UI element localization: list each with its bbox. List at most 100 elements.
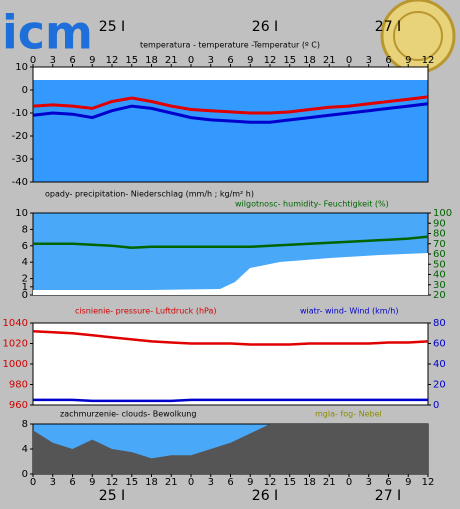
logo: icm bbox=[2, 6, 93, 60]
y2-tick-label: 90 bbox=[433, 218, 446, 229]
y-tick-label: -30 bbox=[12, 154, 28, 165]
x-tick-label: 15 bbox=[125, 55, 138, 66]
day-label: 26 I bbox=[252, 488, 278, 504]
x-tick-label: 3 bbox=[208, 55, 214, 66]
y-tick-label: -10 bbox=[12, 108, 28, 119]
y2-tick-label: 80 bbox=[433, 229, 446, 240]
cloud-area bbox=[33, 424, 428, 474]
x-tick-label: 12 bbox=[106, 477, 119, 488]
x-tick-label: 3 bbox=[366, 477, 372, 488]
y2-tick-label: 60 bbox=[433, 339, 446, 350]
x-tick-label: 6 bbox=[69, 477, 75, 488]
panel-title: opady- precipitation- Niederschlag (mm/h… bbox=[45, 190, 254, 199]
x-tick-label: 12 bbox=[264, 477, 277, 488]
x-tick-label: 0 bbox=[346, 477, 352, 488]
x-tick-label: 9 bbox=[405, 55, 411, 66]
y-tick-label: 0 bbox=[22, 85, 28, 96]
x-tick-label: 0 bbox=[30, 55, 36, 66]
y-tick-label: 8 bbox=[22, 224, 28, 235]
x-tick-label: 9 bbox=[247, 477, 253, 488]
y-tick-label: 10 bbox=[15, 62, 28, 73]
seal-ring bbox=[393, 11, 443, 61]
y2-tick-label: 70 bbox=[433, 239, 446, 250]
y-tick-label: 0 bbox=[22, 290, 28, 301]
day-label: 27 I bbox=[375, 19, 401, 35]
series-line bbox=[33, 235, 429, 250]
y-tick-label: 8 bbox=[22, 419, 28, 430]
panel: temperatura - temperature -Temperatur (º… bbox=[12, 19, 435, 188]
y-tick-label: 1000 bbox=[3, 359, 28, 370]
panel-title: mgla- fog- Nebel bbox=[315, 410, 382, 419]
panel-title: cisnienie- pressure- Luftdruck (hPa) bbox=[75, 307, 217, 316]
y2-tick-label: 60 bbox=[433, 249, 446, 260]
x-tick-label: 3 bbox=[366, 55, 372, 66]
dry-zone bbox=[33, 253, 428, 295]
seal bbox=[380, 0, 456, 74]
y-tick-label: 0 bbox=[22, 469, 28, 480]
x-tick-label: 18 bbox=[145, 477, 158, 488]
freezing-zone bbox=[33, 80, 428, 182]
series-line bbox=[32, 102, 429, 124]
day-label: 27 I bbox=[375, 488, 401, 504]
x-tick-label: 6 bbox=[69, 55, 75, 66]
y-tick-label: 1040 bbox=[3, 318, 28, 329]
series-line bbox=[32, 95, 429, 115]
series-line bbox=[32, 329, 429, 346]
panel-title: wilgotnosc- humidity- Feuchtigkeit (%) bbox=[235, 200, 389, 209]
x-tick-label: 6 bbox=[385, 55, 391, 66]
y-tick-label: 980 bbox=[9, 380, 28, 391]
x-tick-label: 21 bbox=[323, 477, 336, 488]
x-tick-label: 12 bbox=[106, 55, 119, 66]
x-tick-label: 3 bbox=[208, 477, 214, 488]
y2-tick-label: 100 bbox=[433, 208, 452, 219]
series-line bbox=[33, 398, 428, 403]
x-tick-label: 15 bbox=[125, 477, 138, 488]
x-tick-label: 9 bbox=[405, 477, 411, 488]
y-tick-label: 960 bbox=[9, 400, 28, 411]
panel: cisnienie- pressure- Luftdruck (hPa) wiat… bbox=[3, 307, 446, 412]
x-tick-label: 3 bbox=[50, 55, 56, 66]
x-tick-label: 3 bbox=[50, 477, 56, 488]
x-tick-label: 9 bbox=[247, 55, 253, 66]
x-tick-label: 21 bbox=[323, 55, 336, 66]
x-tick-label: 18 bbox=[145, 55, 158, 66]
panel-title: zachmurzenie- clouds- Bewolkung bbox=[60, 410, 196, 419]
x-tick-label: 0 bbox=[188, 477, 194, 488]
y-tick-label: 6 bbox=[22, 241, 28, 252]
x-tick-label: 15 bbox=[283, 477, 296, 488]
day-label: 26 I bbox=[252, 19, 278, 35]
y-tick-label: 1 bbox=[22, 282, 28, 293]
x-tick-label: 15 bbox=[283, 55, 296, 66]
x-tick-label: 6 bbox=[227, 55, 233, 66]
y-tick-label: 4 bbox=[22, 257, 28, 268]
x-tick-label: 9 bbox=[89, 477, 95, 488]
x-tick-label: 0 bbox=[188, 55, 194, 66]
x-tick-label: 0 bbox=[30, 477, 36, 488]
panel-title: temperatura - temperature -Temperatur (º… bbox=[140, 41, 320, 50]
y2-tick-label: 30 bbox=[433, 280, 446, 291]
x-tick-label: 21 bbox=[165, 55, 178, 66]
y2-tick-label: 40 bbox=[433, 359, 446, 370]
day-label: 25 I bbox=[99, 19, 125, 35]
x-tick-label: 18 bbox=[303, 55, 316, 66]
x-tick-label: 18 bbox=[303, 477, 316, 488]
x-tick-label: 6 bbox=[227, 477, 233, 488]
y-tick-label: -20 bbox=[12, 131, 28, 142]
y2-tick-label: 20 bbox=[433, 380, 446, 391]
x-tick-label: 21 bbox=[165, 477, 178, 488]
panel: opady- precipitation- Niederschlag (mm/h… bbox=[15, 190, 452, 302]
y2-tick-label: 20 bbox=[433, 290, 446, 301]
x-tick-label: 12 bbox=[422, 477, 435, 488]
y-tick-label: 10 bbox=[15, 208, 28, 219]
y-tick-label: -40 bbox=[12, 177, 28, 188]
y2-tick-label: 50 bbox=[433, 259, 446, 270]
y2-tick-label: 80 bbox=[433, 318, 446, 329]
y-tick-label: 4 bbox=[22, 444, 28, 455]
x-tick-label: 12 bbox=[264, 55, 277, 66]
y2-tick-label: 40 bbox=[433, 270, 446, 281]
x-tick-label: 6 bbox=[385, 477, 391, 488]
y2-tick-label: 0 bbox=[433, 400, 439, 411]
day-label: 25 I bbox=[99, 488, 125, 504]
x-tick-label: 12 bbox=[422, 55, 435, 66]
